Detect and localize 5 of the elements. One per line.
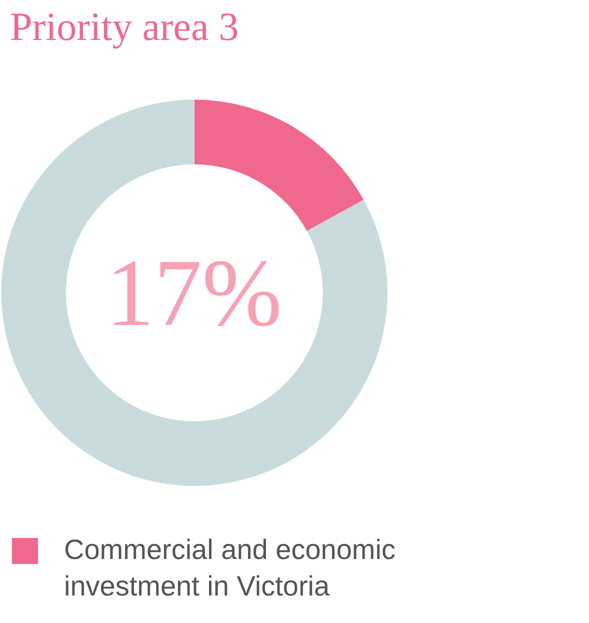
legend-label: Commercial and economic investment in Victoria — [64, 534, 396, 602]
text: 17% — [106, 239, 282, 346]
donut-slice — [1, 100, 388, 486]
chart-title: Priority area 3 — [10, 4, 239, 49]
donut-slice — [194, 100, 364, 231]
